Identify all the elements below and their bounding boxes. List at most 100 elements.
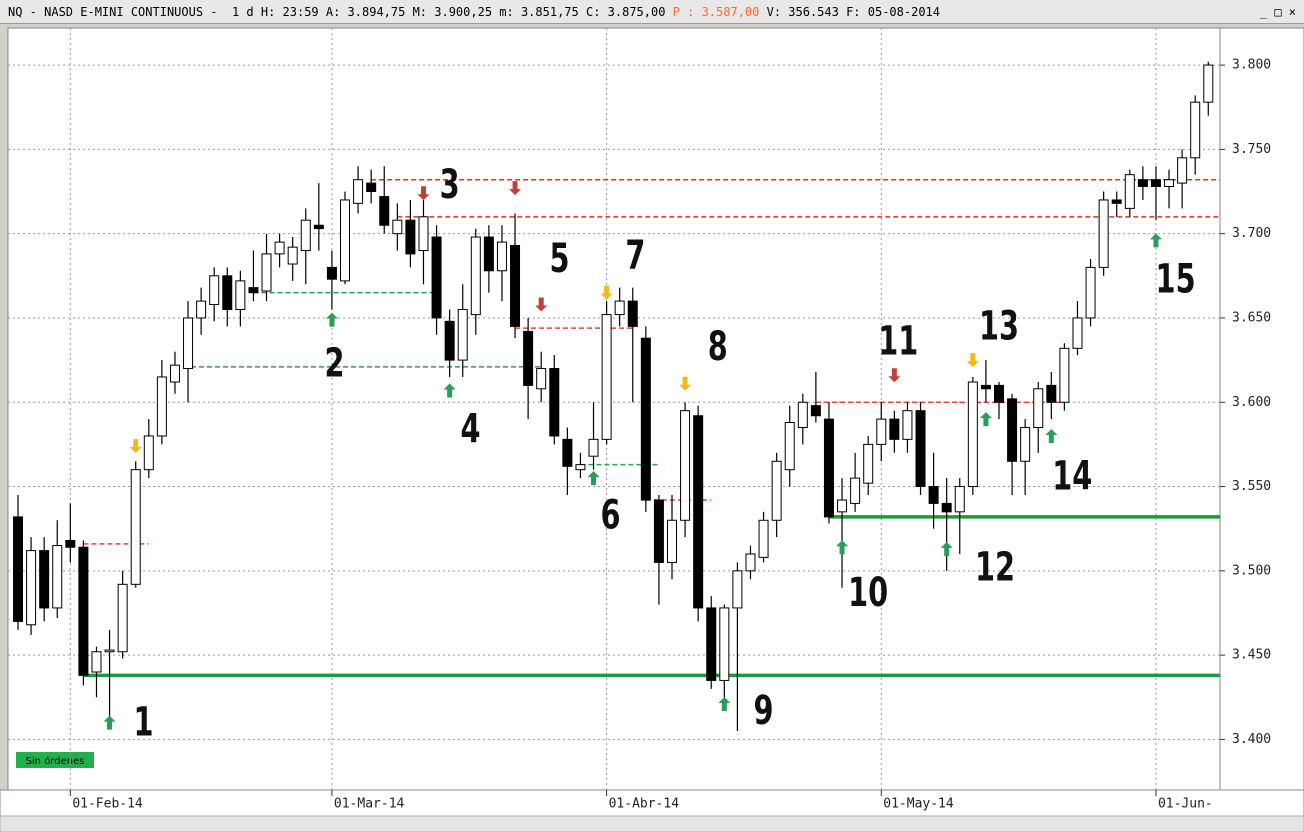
candle-body: [863, 443, 874, 484]
y-tick-label: 3.800: [1232, 58, 1271, 73]
candle-body: [104, 649, 115, 653]
candle-body: [784, 421, 795, 471]
candle-body: [510, 244, 521, 327]
candle-body: [183, 317, 194, 370]
candle-body: [1033, 388, 1044, 429]
candle-body: [850, 477, 861, 504]
candle-body: [758, 519, 769, 558]
candle-body: [235, 280, 246, 311]
candle-body: [1072, 317, 1083, 349]
candle-body: [588, 438, 599, 457]
x-tick-label: 01-May-14: [883, 797, 954, 812]
y-tick-label: 3.450: [1232, 648, 1271, 663]
candle-body: [810, 405, 821, 417]
candle-body: [261, 253, 272, 292]
candle-body: [980, 384, 991, 390]
candle-body: [653, 499, 664, 563]
candle-body: [954, 486, 965, 513]
annotation: 6: [601, 493, 621, 539]
candle-body: [876, 418, 887, 445]
header-rest: V: 356.543 F: 05-08-2014: [759, 5, 940, 19]
candle-body: [941, 502, 952, 513]
candle-body: [274, 241, 285, 255]
candle-body: [1020, 427, 1031, 462]
candle-body: [26, 550, 37, 626]
candle-body: [1085, 266, 1096, 319]
candle-body: [667, 519, 677, 563]
y-tick-label: 3.500: [1232, 563, 1271, 578]
signal-arrow: [587, 471, 600, 486]
y-axis-area: [1219, 27, 1304, 791]
candle-body: [1098, 199, 1109, 268]
annotation: 12: [975, 545, 1015, 591]
header-text: NQ - NASD E-MINI CONTINUOUS - 1 d H: 23:…: [8, 5, 673, 19]
y-tick-label: 3.400: [1232, 732, 1271, 747]
candle-body: [169, 364, 180, 383]
candle-body: [915, 410, 926, 488]
signal-arrow: [940, 541, 953, 556]
candle-body: [797, 401, 808, 429]
signal-arrow: [129, 439, 142, 454]
header: NQ - NASD E-MINI CONTINUOUS - 1 d H: 23:…: [0, 0, 1304, 24]
y-tick-label: 3.600: [1232, 395, 1271, 410]
candle-body: [823, 418, 834, 518]
x-tick-label: 01-Feb-14: [72, 797, 143, 812]
candle-body: [928, 486, 939, 504]
candle-body: [627, 300, 638, 327]
candle-body: [470, 236, 481, 316]
badge-bg: [16, 752, 94, 768]
candle-body: [431, 236, 442, 319]
signal-arrow: [888, 368, 901, 383]
signal-arrow: [443, 383, 456, 398]
candle-body: [732, 570, 743, 609]
candle-body: [1007, 398, 1018, 462]
candle-body: [483, 236, 494, 272]
candle-body: [994, 384, 1004, 403]
signal-arrow: [1149, 233, 1162, 248]
signal-arrow: [679, 376, 692, 391]
annotation: 1: [134, 700, 154, 746]
candle-body: [1137, 179, 1148, 187]
annotation: 13: [979, 304, 1019, 350]
candle-body: [889, 418, 900, 440]
candle-body: [1150, 179, 1161, 187]
annotation: 3: [440, 162, 460, 208]
plot-area: [7, 27, 1221, 791]
candle-body: [549, 368, 560, 437]
candle-body: [353, 179, 364, 204]
signal-arrow: [417, 186, 430, 201]
candle-body: [967, 381, 978, 488]
window-controls[interactable]: _ □ ×: [1259, 5, 1296, 19]
signal-arrow: [325, 312, 338, 327]
candle-body: [1111, 199, 1122, 204]
candle-body: [340, 199, 350, 282]
candle-body: [745, 553, 756, 572]
candle-body: [640, 337, 651, 501]
candle-body: [771, 460, 782, 521]
candle-body: [156, 376, 167, 437]
candle-body: [693, 415, 704, 609]
y-tick-label: 3.700: [1232, 226, 1271, 241]
candle-body: [379, 196, 390, 226]
x-tick-label: 01-Jun-: [1158, 797, 1213, 812]
y-tick-label: 3.750: [1232, 142, 1271, 157]
candle-body: [1177, 157, 1188, 184]
candle-body: [248, 287, 259, 294]
candle-body: [313, 224, 324, 230]
annotation: 10: [848, 570, 888, 616]
signal-arrow: [836, 540, 849, 555]
candle-body: [52, 545, 63, 609]
candle-body: [457, 309, 468, 361]
x-tick-label: 01-Abr-14: [609, 797, 680, 812]
scrollbar[interactable]: [0, 815, 1304, 832]
candle-body: [1203, 64, 1214, 103]
candle-body: [117, 583, 128, 653]
header-highlight: P : 3.587,00: [672, 5, 760, 19]
signal-arrow: [979, 412, 992, 427]
annotation: 4: [461, 407, 481, 453]
candle-body: [680, 410, 691, 521]
signal-arrow: [718, 697, 731, 712]
candle-body: [837, 499, 848, 513]
candle-body: [1164, 179, 1175, 187]
